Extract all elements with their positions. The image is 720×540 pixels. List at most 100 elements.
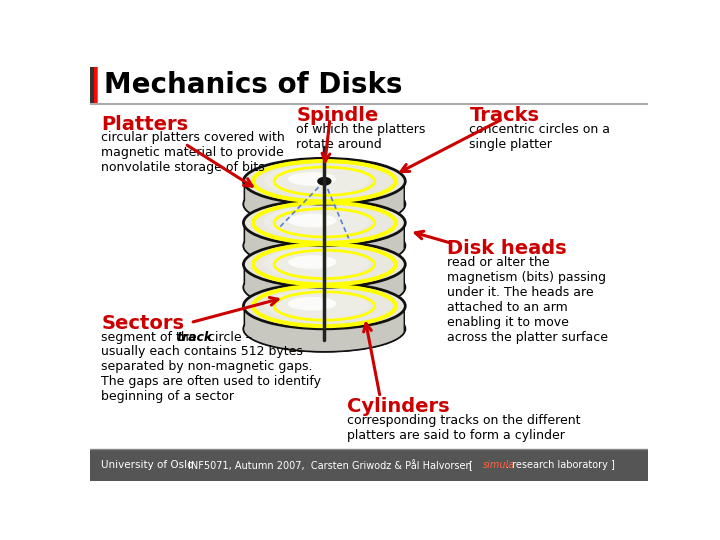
Ellipse shape bbox=[243, 158, 405, 204]
Bar bbox=[94, 67, 98, 104]
Ellipse shape bbox=[243, 223, 405, 268]
Bar bbox=[94, 67, 99, 104]
Text: corresponding tracks on the different
platters are said to form a cylinder: corresponding tracks on the different pl… bbox=[347, 414, 580, 442]
Bar bbox=[91, 67, 95, 104]
Bar bbox=[90, 67, 94, 104]
Bar bbox=[91, 67, 95, 104]
Bar bbox=[93, 67, 96, 104]
Ellipse shape bbox=[264, 207, 369, 237]
Text: Platters: Platters bbox=[101, 114, 189, 134]
Bar bbox=[92, 67, 96, 104]
Bar bbox=[93, 67, 97, 104]
Bar bbox=[91, 67, 95, 104]
Ellipse shape bbox=[288, 255, 336, 269]
Ellipse shape bbox=[243, 283, 405, 329]
Bar bbox=[90, 449, 648, 481]
Bar bbox=[90, 67, 94, 104]
Text: Disk heads: Disk heads bbox=[447, 239, 567, 259]
Ellipse shape bbox=[243, 306, 405, 352]
Ellipse shape bbox=[243, 200, 405, 246]
Bar bbox=[93, 67, 97, 104]
Bar bbox=[91, 67, 96, 104]
Ellipse shape bbox=[318, 178, 330, 185]
Ellipse shape bbox=[264, 290, 369, 320]
Bar bbox=[91, 67, 96, 104]
Polygon shape bbox=[243, 261, 404, 310]
Bar bbox=[90, 67, 94, 104]
Text: simula: simula bbox=[483, 460, 516, 470]
Polygon shape bbox=[243, 219, 404, 268]
Bar bbox=[93, 67, 96, 104]
Bar bbox=[91, 67, 96, 104]
Polygon shape bbox=[245, 283, 404, 325]
Bar bbox=[91, 67, 95, 104]
Text: track: track bbox=[176, 331, 212, 344]
Bar bbox=[94, 67, 97, 104]
Text: Spindle: Spindle bbox=[297, 106, 379, 125]
Text: concentric circles on a
single platter: concentric circles on a single platter bbox=[469, 123, 611, 151]
Bar bbox=[90, 67, 94, 104]
Polygon shape bbox=[245, 200, 404, 242]
Bar bbox=[92, 67, 96, 104]
Bar bbox=[91, 67, 95, 104]
Bar bbox=[90, 67, 94, 104]
Text: Sectors: Sectors bbox=[101, 314, 184, 333]
Bar bbox=[93, 67, 97, 104]
Bar bbox=[94, 67, 98, 104]
Bar bbox=[94, 67, 98, 104]
Ellipse shape bbox=[288, 214, 336, 227]
Bar bbox=[94, 67, 98, 104]
Bar bbox=[92, 67, 96, 104]
Ellipse shape bbox=[288, 172, 336, 186]
Bar bbox=[94, 67, 98, 104]
Bar bbox=[93, 67, 97, 104]
Text: [: [ bbox=[469, 460, 477, 470]
Bar bbox=[91, 67, 96, 104]
Text: Mechanics of Disks: Mechanics of Disks bbox=[104, 71, 402, 99]
Bar bbox=[92, 67, 96, 104]
Ellipse shape bbox=[243, 241, 405, 287]
Polygon shape bbox=[245, 158, 404, 200]
Polygon shape bbox=[245, 241, 404, 284]
Text: circle –: circle – bbox=[204, 331, 252, 344]
Bar bbox=[91, 67, 95, 104]
Text: usually each contains 512 bytes –
separated by non-magnetic gaps.
The gaps are o: usually each contains 512 bytes – separa… bbox=[101, 346, 321, 403]
Text: Tracks: Tracks bbox=[469, 106, 539, 125]
Ellipse shape bbox=[264, 165, 369, 195]
Bar bbox=[92, 67, 96, 104]
Bar bbox=[93, 67, 97, 104]
Text: segment of the: segment of the bbox=[101, 331, 201, 344]
Ellipse shape bbox=[243, 265, 405, 310]
Ellipse shape bbox=[243, 181, 405, 227]
Bar bbox=[92, 67, 96, 104]
Bar bbox=[92, 67, 96, 104]
Bar bbox=[91, 67, 96, 104]
Bar bbox=[90, 67, 94, 104]
Bar bbox=[92, 67, 96, 104]
Text: read or alter the
magnetism (bits) passing
under it. The heads are
attached to a: read or alter the magnetism (bits) passi… bbox=[447, 256, 608, 344]
Ellipse shape bbox=[264, 248, 369, 278]
Text: . research laboratory ]: . research laboratory ] bbox=[505, 460, 615, 470]
Bar bbox=[93, 67, 97, 104]
Bar bbox=[91, 67, 95, 104]
Bar bbox=[94, 67, 98, 104]
Text: INF5071, Autumn 2007,  Carsten Griwodz & Pål Halvorsen: INF5071, Autumn 2007, Carsten Griwodz & … bbox=[188, 460, 472, 471]
Bar bbox=[91, 67, 96, 104]
Bar bbox=[91, 67, 96, 104]
Bar bbox=[90, 67, 94, 104]
Bar bbox=[92, 67, 96, 104]
Bar bbox=[93, 67, 97, 104]
Bar bbox=[94, 67, 98, 104]
Ellipse shape bbox=[288, 297, 336, 310]
Polygon shape bbox=[243, 302, 404, 352]
Text: of which the platters
rotate around: of which the platters rotate around bbox=[297, 123, 426, 151]
Bar bbox=[92, 67, 96, 104]
Bar bbox=[91, 67, 94, 104]
Bar bbox=[93, 67, 97, 104]
Bar bbox=[94, 67, 98, 104]
Text: circular platters covered with
magnetic material to provide
nonvolatile storage : circular platters covered with magnetic … bbox=[101, 131, 285, 174]
Bar bbox=[91, 67, 95, 104]
Bar bbox=[94, 67, 98, 104]
Bar bbox=[94, 67, 97, 104]
Bar bbox=[91, 67, 95, 104]
